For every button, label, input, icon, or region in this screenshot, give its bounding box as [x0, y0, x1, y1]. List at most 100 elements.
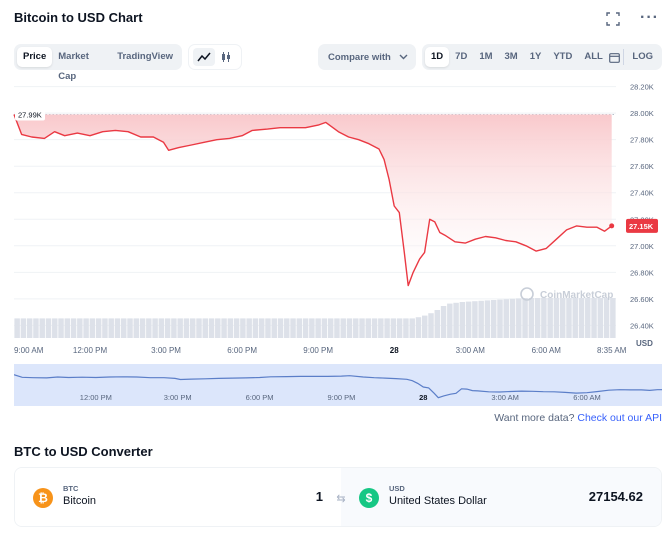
converter-title: BTC to USD Converter [14, 444, 153, 459]
volume-bar [597, 298, 604, 338]
volume-bar [434, 310, 441, 338]
volume-bar [290, 318, 296, 338]
volume-bar [221, 318, 227, 338]
tab-price[interactable]: Price [17, 47, 53, 67]
navigator-background [14, 364, 662, 406]
y-tick-label: 27.00K [630, 242, 654, 251]
volume-bar [566, 298, 572, 338]
line-chart-icon[interactable] [193, 48, 215, 66]
range-3m[interactable]: 3M [504, 51, 518, 62]
bitcoin-icon: ₿ [33, 488, 53, 508]
volume-bar [240, 318, 246, 338]
volume-bar [422, 315, 428, 338]
x-tick-label: 12:00 PM [73, 346, 108, 355]
volume-bar [202, 318, 208, 338]
candlestick-icon[interactable] [215, 48, 237, 66]
tab-market-cap[interactable]: Market Cap [58, 51, 89, 82]
volume-bar [340, 318, 346, 338]
volume-bar [158, 318, 165, 338]
volume-bar [171, 318, 177, 338]
volume-bar [45, 318, 52, 338]
volume-bar [359, 318, 365, 338]
last-price-dot [609, 223, 615, 229]
volume-bar [409, 318, 415, 338]
volume-bar [121, 318, 127, 338]
volume-bar [252, 318, 259, 338]
current-price-label: 27.15K [629, 222, 654, 231]
calendar-icon[interactable] [608, 47, 620, 67]
volume-bar [58, 318, 64, 338]
range-navigator[interactable]: 12:00 PM 3:00 PM 6:00 PM 9:00 PM 28 3:00 AM 6:… [14, 364, 662, 406]
tab-tradingview[interactable]: TradingView [117, 51, 173, 62]
volume-bar [183, 318, 190, 338]
volume-bar [396, 318, 403, 338]
api-prompt-text: Want more data? [494, 412, 578, 424]
volume-bar [516, 298, 522, 338]
volume-bar [472, 301, 478, 338]
x-tick-label: 6:00 AM [532, 346, 562, 355]
volume-bar [177, 318, 183, 338]
log-scale-toggle[interactable]: LOG [632, 51, 653, 62]
range-7d[interactable]: 7D [455, 51, 468, 62]
y-tick-label: 26.80K [630, 268, 654, 277]
volume-bar [559, 298, 566, 338]
api-link[interactable]: Check out our API [577, 412, 662, 424]
volume-bar [465, 301, 472, 338]
volume-bar [265, 318, 271, 338]
open-price-label: 27.99K [18, 110, 42, 119]
x-tick-label: 3:00 PM [151, 346, 181, 355]
volume-bar [139, 318, 146, 338]
x-tick-label: 28 [390, 346, 399, 355]
x-tick-label: 9:00 AM [14, 346, 44, 355]
volume-bar [522, 298, 528, 338]
volume-bar [459, 302, 466, 338]
volume-bar [284, 318, 290, 338]
volume-bar [39, 318, 45, 338]
chevron-down-icon [399, 54, 408, 60]
volume-bar [453, 302, 459, 338]
volume-bar [321, 318, 328, 338]
compare-dropdown[interactable]: Compare with [318, 44, 416, 70]
volume-bar [146, 318, 152, 338]
range-1m[interactable]: 1M [479, 51, 493, 62]
fullscreen-icon[interactable] [606, 12, 620, 26]
x-tick-label: 8:35 AM [597, 346, 627, 355]
navigator-tick-label: 3:00 AM [491, 393, 519, 402]
volume-bar [547, 298, 553, 338]
volume-bar [572, 298, 578, 338]
range-1y[interactable]: 1Y [529, 51, 542, 62]
chart-type-toggle [188, 44, 242, 70]
volume-bar [258, 318, 265, 338]
range-1d[interactable]: 1D [425, 47, 450, 67]
volume-bar [578, 298, 585, 338]
volume-bar [346, 318, 353, 338]
volume-bar [378, 318, 384, 338]
price-chart[interactable]: 28.20K28.00K27.80K27.60K27.40K27.20K27.0… [0, 72, 670, 358]
volume-bar [277, 318, 284, 338]
currency-converter: ₿ BTC Bitcoin 1 ⇆ $ USD United States Do… [14, 467, 662, 527]
swap-icon[interactable]: ⇆ [336, 492, 346, 505]
navigator-line [14, 374, 662, 399]
range-all[interactable]: ALL [584, 51, 603, 62]
volume-bar [334, 318, 340, 338]
volume-bar [403, 318, 409, 338]
x-tick-label: 3:00 AM [456, 346, 486, 355]
from-amount-input[interactable]: 1 [315, 489, 323, 504]
compare-label: Compare with [328, 51, 391, 63]
y-tick-label: 27.60K [630, 162, 654, 171]
volume-bar [585, 298, 591, 338]
volume-bar [152, 318, 158, 338]
navigator-tick-label: 12:00 PM [80, 393, 112, 402]
volume-bar [296, 318, 303, 338]
watermark: CoinMarketCap [540, 290, 613, 301]
more-options-icon[interactable]: ··· [640, 9, 659, 26]
navigator-tick-label: 6:00 PM [246, 393, 274, 402]
volume-bar [164, 318, 171, 338]
navigator-tick-label: 9:00 PM [327, 393, 355, 402]
converter-to: $ USD United States Dollar 27154.62 [341, 468, 661, 526]
range-ytd[interactable]: YTD [553, 51, 573, 62]
volume-bar [271, 318, 277, 338]
volume-bar [478, 300, 484, 338]
to-amount-input[interactable]: 27154.62 [588, 489, 643, 504]
volume-bar [365, 318, 372, 338]
